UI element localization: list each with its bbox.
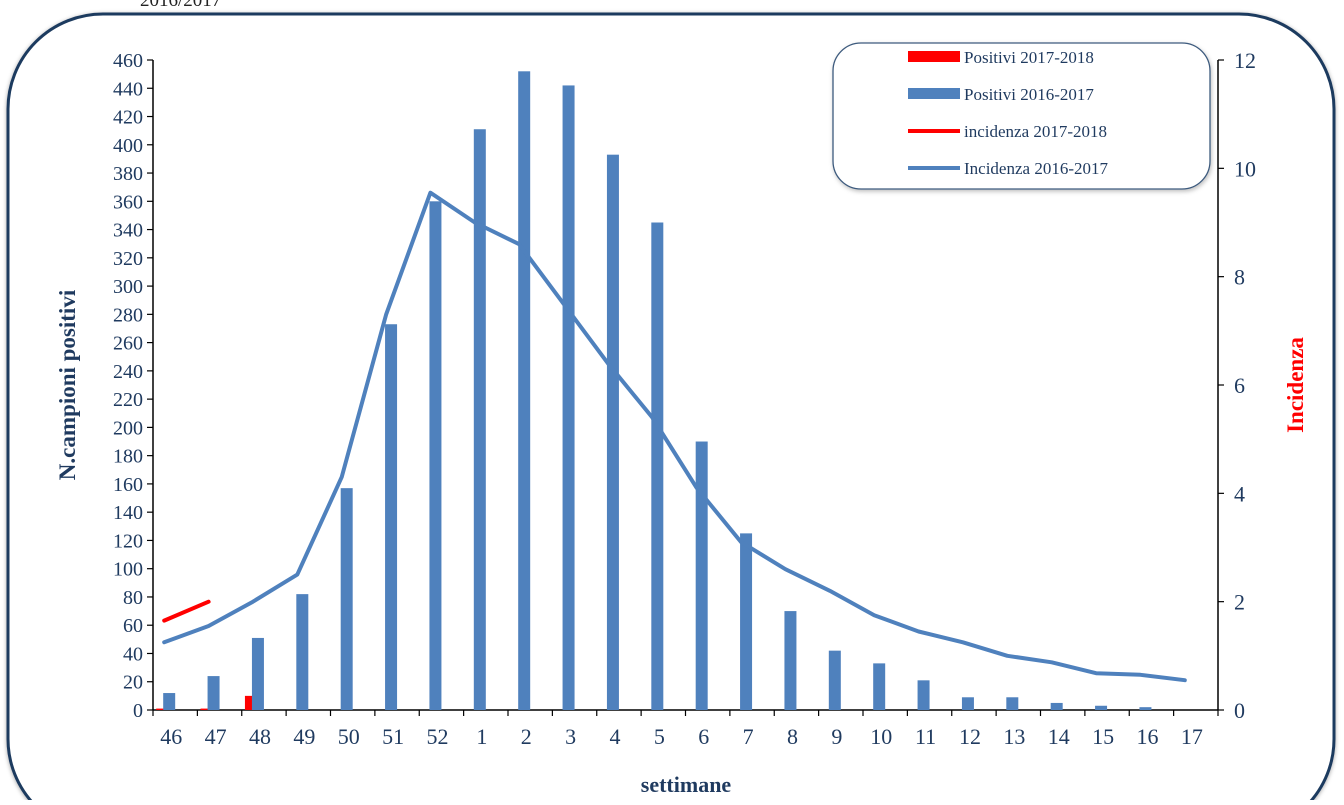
y-left-tick-label: 160	[113, 474, 143, 496]
bar	[651, 222, 664, 710]
bar	[740, 533, 753, 710]
x-tick-label: 15	[1092, 724, 1114, 749]
y-left-tick-label: 0	[133, 700, 143, 722]
y-left-tick-label: 260	[113, 333, 143, 355]
y-left-tick-label: 120	[113, 530, 143, 552]
bar	[429, 201, 442, 710]
y-left-tick-label: 400	[113, 135, 143, 157]
x-tick-label: 8	[787, 724, 798, 749]
x-tick-label: 50	[338, 724, 360, 749]
y-left-tick-label: 340	[113, 220, 143, 242]
y-right-tick-label: 12	[1234, 48, 1256, 73]
bar	[917, 680, 930, 710]
bar	[156, 708, 169, 710]
bar	[1006, 697, 1019, 710]
bar	[695, 441, 708, 710]
legend: Positivi 2017-2018 Positivi 2016-2017 inci…	[832, 42, 1211, 190]
bar	[1095, 705, 1108, 710]
legend-box	[832, 42, 1211, 190]
y-left-tick-label: 200	[113, 417, 143, 439]
bar	[207, 676, 220, 710]
x-tick-label: 17	[1181, 724, 1203, 749]
y-right-tick-label: 6	[1234, 373, 1245, 398]
bar	[251, 637, 264, 710]
x-tick-label: 10	[870, 724, 892, 749]
bar	[518, 71, 531, 711]
y-left-tick-label: 320	[113, 248, 143, 270]
y-right-tick-label: 0	[1234, 698, 1245, 723]
x-tick-label: 49	[293, 724, 315, 749]
y-left-tick-label: 360	[113, 191, 143, 213]
y-left-tick-label: 40	[123, 643, 143, 665]
x-tick-label: 3	[565, 724, 576, 749]
x-tick-label: 13	[1003, 724, 1025, 749]
series-line	[162, 599, 211, 623]
x-tick-label: 47	[205, 724, 227, 749]
x-tick-label: 46	[160, 724, 182, 749]
x-tick-label: 1	[476, 724, 487, 749]
y-left-tick-label: 20	[123, 672, 143, 694]
x-tick-label: 11	[915, 724, 936, 749]
legend-label: Incidenza 2016-2017	[964, 159, 1108, 178]
x-tick-label: 9	[831, 724, 842, 749]
bar	[784, 611, 797, 710]
y-left-tick-label: 180	[113, 446, 143, 468]
x-tick-label: 51	[382, 724, 404, 749]
y-left-tick-label: 100	[113, 559, 143, 581]
bar	[200, 708, 213, 710]
y-right-tick-label: 4	[1234, 481, 1245, 506]
y-right-tick-label: 8	[1234, 265, 1245, 290]
bar	[606, 154, 619, 710]
bar	[296, 594, 309, 710]
y-left-tick-label: 280	[113, 304, 143, 326]
y-left-tick-label: 380	[113, 163, 143, 185]
bar	[828, 650, 841, 710]
x-tick-label: 16	[1136, 724, 1158, 749]
x-tick-label: 48	[249, 724, 271, 749]
series-line	[162, 190, 1187, 683]
x-tick-label: 4	[609, 724, 620, 749]
y-right-tick-label: 2	[1234, 590, 1245, 615]
chart-frame	[6, 12, 1336, 805]
bar	[961, 697, 974, 710]
y-left-tick-label: 80	[123, 587, 143, 609]
plot-area: 0204060801001201401601802002202402602803…	[113, 48, 1256, 749]
bar	[562, 85, 575, 710]
x-tick-label: 5	[654, 724, 665, 749]
bar	[340, 488, 353, 710]
bar	[873, 663, 886, 710]
y-left-tick-label: 440	[113, 78, 143, 100]
bar	[1139, 707, 1152, 710]
legend-swatch-bar	[908, 88, 960, 99]
bar	[1050, 702, 1063, 710]
y-left-tick-label: 300	[113, 276, 143, 298]
y-left-tick-label: 220	[113, 389, 143, 411]
y-left-tick-label: 240	[113, 361, 143, 383]
header-fragment: 2016/2017	[140, 0, 221, 11]
y-right-tick-label: 10	[1234, 156, 1256, 181]
x-tick-label: 12	[959, 724, 981, 749]
y-left-tick-label: 140	[113, 502, 143, 524]
x-axis-label: settimane	[641, 772, 732, 797]
y-left-tick-label: 420	[113, 107, 143, 129]
x-tick-label: 7	[743, 724, 754, 749]
x-tick-label: 14	[1048, 724, 1070, 749]
legend-label: Positivi 2016-2017	[964, 85, 1094, 104]
x-tick-label: 6	[698, 724, 709, 749]
x-tick-label: 2	[521, 724, 532, 749]
y-left-tick-label: 60	[123, 615, 143, 637]
y-axis-left-label: N.campioni positivi	[55, 289, 80, 480]
bar	[473, 129, 486, 710]
bar	[163, 693, 176, 710]
y-left-tick-label: 460	[113, 50, 143, 72]
bar	[385, 324, 398, 710]
legend-label: incidenza 2017-2018	[964, 122, 1107, 141]
legend-swatch-bar	[908, 51, 960, 62]
x-tick-label: 52	[426, 724, 448, 749]
y-axis-right-label: Incidenza	[1283, 337, 1308, 433]
legend-label: Positivi 2017-2018	[964, 48, 1094, 67]
